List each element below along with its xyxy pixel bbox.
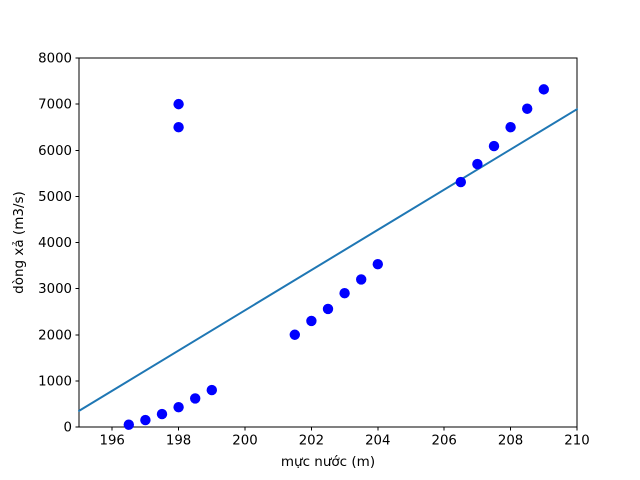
x-tick-label: 196	[100, 434, 125, 449]
data-point	[173, 121, 184, 133]
plot-border	[78, 57, 578, 428]
data-point	[173, 98, 184, 110]
data-point	[505, 121, 516, 133]
data-point	[289, 329, 300, 340]
x-tick-label: 208	[498, 434, 523, 449]
data-point	[306, 315, 317, 327]
data-point	[339, 288, 350, 299]
data-point	[538, 84, 549, 95]
data-point	[322, 303, 334, 315]
data-point	[123, 419, 134, 430]
data-point	[455, 176, 466, 188]
x-tick-label: 202	[299, 434, 324, 449]
y-tick-label: 5000	[38, 190, 72, 205]
y-tick-label: 6000	[38, 144, 72, 159]
data-point	[488, 140, 500, 152]
data-point	[140, 414, 151, 426]
x-tick-label: 198	[166, 434, 191, 449]
trend-line	[78, 108, 578, 412]
y-tick-label: 7000	[38, 98, 72, 113]
y-tick-label: 2000	[38, 328, 72, 343]
y-tick-label: 0	[64, 421, 72, 436]
data-point	[156, 408, 168, 420]
chart-series	[78, 84, 578, 430]
axis-ticks: 196 198 200 202 204 206 208 210 0 1000 2000 3000 400…	[38, 52, 590, 449]
data-point	[472, 158, 483, 170]
data-point	[173, 401, 184, 413]
y-tick-label: 4000	[38, 236, 72, 251]
data-point	[372, 258, 383, 270]
x-tick-label: 204	[365, 434, 390, 449]
x-tick-label: 200	[232, 434, 257, 449]
y-tick-label: 1000	[38, 374, 72, 389]
y-tick-label: 3000	[38, 282, 72, 297]
data-point	[356, 274, 367, 285]
data-point	[206, 384, 217, 396]
x-tick-label: 206	[432, 434, 457, 449]
x-tick-label: 210	[564, 434, 589, 449]
data-point	[190, 393, 201, 404]
y-axis-label: dòng xả (m3/s)	[11, 191, 27, 294]
y-tick-label: 8000	[38, 52, 72, 67]
x-axis-label: mực nước (m)	[281, 454, 375, 470]
data-point	[522, 103, 533, 114]
